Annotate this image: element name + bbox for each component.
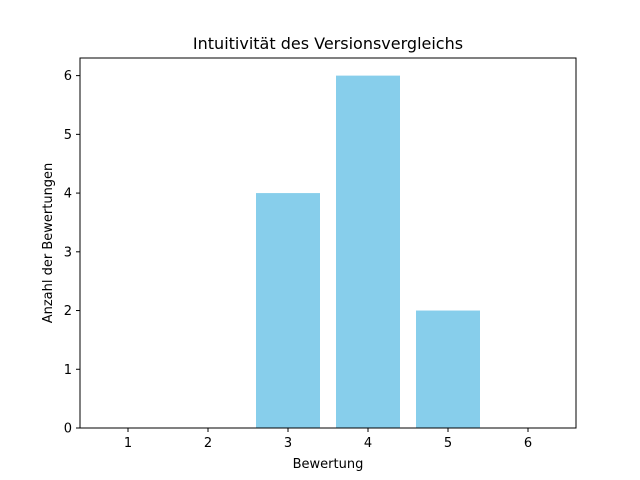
y-tick-label: 2 [64, 304, 72, 319]
x-tick-label: 3 [284, 436, 292, 451]
y-tick-label: 1 [64, 363, 72, 378]
x-ticks-group: 1 2 3 4 5 6 [124, 428, 532, 451]
chart-title: Intuitivität des Versionsvergleichs [193, 34, 463, 53]
y-axis-label: Anzahl der Bewertungen [41, 163, 56, 324]
y-tick-label: 3 [64, 245, 72, 260]
x-tick-label: 1 [124, 436, 132, 451]
bars-group [256, 75, 480, 428]
y-tick-label: 0 [64, 422, 72, 437]
x-tick-label: 2 [204, 436, 212, 451]
x-tick-label: 4 [364, 436, 372, 451]
bar-5 [416, 310, 480, 428]
bar-4 [336, 75, 400, 428]
y-tick-label: 4 [64, 187, 72, 202]
x-axis-label: Bewertung [293, 457, 364, 472]
y-tick-label: 6 [64, 69, 72, 84]
x-tick-label: 5 [444, 436, 452, 451]
x-tick-label: 6 [524, 436, 532, 451]
plot-frame [79, 57, 577, 429]
y-tick-label: 5 [64, 128, 72, 143]
y-ticks-group: 0 1 2 3 4 5 6 [64, 69, 80, 437]
bar-3 [256, 193, 320, 428]
